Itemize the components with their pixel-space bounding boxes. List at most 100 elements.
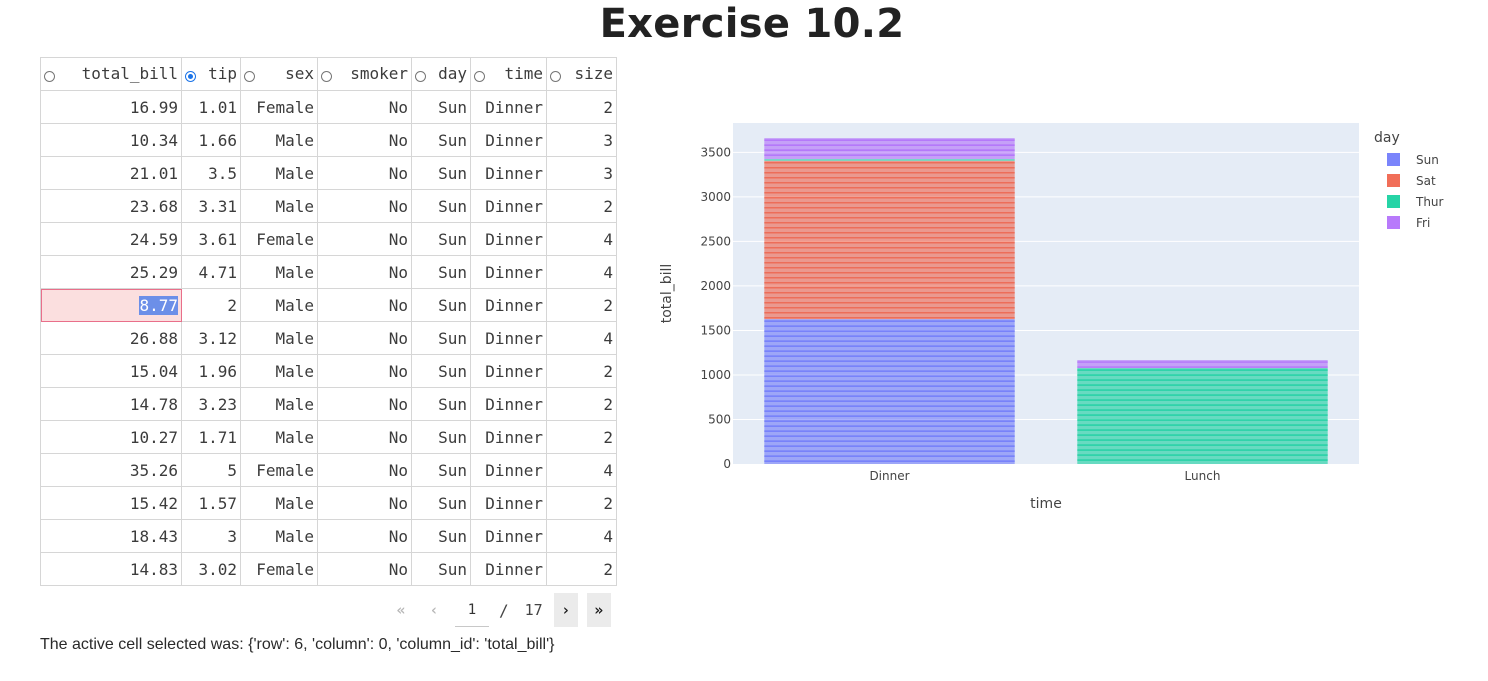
cell-size[interactable]: 3 [546, 123, 617, 157]
column-select-radio[interactable] [185, 70, 196, 82]
cell-tip[interactable]: 2 [181, 288, 241, 322]
cell-time[interactable]: Dinner [470, 255, 547, 289]
cell-time[interactable]: Dinner [470, 123, 547, 157]
cell-smoker[interactable]: No [317, 90, 412, 124]
cell-size[interactable]: 2 [546, 288, 617, 322]
cell-size[interactable]: 2 [546, 189, 617, 223]
cell-tip[interactable]: 1.57 [181, 486, 241, 520]
cell-smoker[interactable]: No [317, 321, 412, 355]
column-select-radio[interactable] [550, 70, 561, 82]
cell-total-bill[interactable]: 14.83 [40, 552, 182, 586]
cell-day[interactable]: Sun [411, 354, 471, 388]
cell-sex[interactable]: Male [240, 354, 318, 388]
cell-time[interactable]: Dinner [470, 288, 547, 322]
cell-size[interactable]: 2 [546, 420, 617, 454]
cell-time[interactable]: Dinner [470, 420, 547, 454]
cell-total-bill[interactable]: 24.59 [40, 222, 182, 256]
cell-size[interactable]: 2 [546, 387, 617, 421]
cell-total-bill[interactable]: 26.88 [40, 321, 182, 355]
bar-sat-dinner[interactable] [764, 160, 1015, 320]
cell-size[interactable]: 4 [546, 519, 617, 553]
cell-time[interactable]: Dinner [470, 189, 547, 223]
cell-smoker[interactable]: No [317, 519, 412, 553]
cell-size[interactable]: 4 [546, 222, 617, 256]
cell-time[interactable]: Dinner [470, 552, 547, 586]
legend-swatch[interactable] [1387, 174, 1400, 187]
cell-size[interactable]: 3 [546, 156, 617, 190]
cell-day[interactable]: Sun [411, 486, 471, 520]
cell-total-bill[interactable]: 23.68 [40, 189, 182, 223]
cell-smoker[interactable]: No [317, 453, 412, 487]
cell-day[interactable]: Sun [411, 453, 471, 487]
cell-size[interactable]: 2 [546, 552, 617, 586]
legend-item-sat[interactable]: Sat [1416, 174, 1436, 188]
cell-tip[interactable]: 4.71 [181, 255, 241, 289]
cell-time[interactable]: Dinner [470, 156, 547, 190]
previous-page-button[interactable]: ‹ [422, 593, 446, 627]
column-header-day[interactable]: day [411, 57, 471, 91]
legend-item-thur[interactable]: Thur [1415, 195, 1444, 209]
cell-day[interactable]: Sun [411, 222, 471, 256]
cell-total-bill[interactable]: 10.34 [40, 123, 182, 157]
cell-tip[interactable]: 5 [181, 453, 241, 487]
cell-time[interactable]: Dinner [470, 222, 547, 256]
cell-total-bill[interactable]: 10.27 [40, 420, 182, 454]
cell-day[interactable]: Sun [411, 519, 471, 553]
cell-size[interactable]: 2 [546, 90, 617, 124]
cell-time[interactable]: Dinner [470, 354, 547, 388]
last-page-button[interactable]: » [586, 593, 611, 627]
cell-size[interactable]: 4 [546, 255, 617, 289]
cell-tip[interactable]: 3.02 [181, 552, 241, 586]
cell-tip[interactable]: 1.66 [181, 123, 241, 157]
cell-sex[interactable]: Male [240, 255, 318, 289]
bar-thur-lunch[interactable] [1077, 368, 1328, 464]
column-select-radio[interactable] [44, 70, 55, 82]
cell-tip[interactable]: 3.12 [181, 321, 241, 355]
cell-sex[interactable]: Female [240, 453, 318, 487]
legend-swatch[interactable] [1387, 195, 1400, 208]
cell-tip[interactable]: 1.71 [181, 420, 241, 454]
cell-sex[interactable]: Male [240, 189, 318, 223]
cell-tip[interactable]: 3.31 [181, 189, 241, 223]
column-header-time[interactable]: time [470, 57, 547, 91]
cell-time[interactable]: Dinner [470, 321, 547, 355]
bar-fri-dinner[interactable] [764, 138, 1015, 160]
cell-smoker[interactable]: No [317, 387, 412, 421]
column-header-total-bill[interactable]: total_bill [40, 57, 182, 91]
first-page-button[interactable]: « [389, 593, 413, 627]
cell-size[interactable]: 4 [546, 453, 617, 487]
cell-total-bill[interactable]: 15.42 [40, 486, 182, 520]
cell-total-bill[interactable]: 14.78 [40, 387, 182, 421]
cell-tip[interactable]: 3.61 [181, 222, 241, 256]
cell-time[interactable]: Dinner [470, 453, 547, 487]
cell-sex[interactable]: Male [240, 321, 318, 355]
cell-sex[interactable]: Female [240, 222, 318, 256]
bar-thur-dinner[interactable] [764, 159, 1015, 161]
legend-item-fri[interactable]: Fri [1416, 216, 1430, 230]
cell-total-bill[interactable]: 8.77 [40, 288, 182, 322]
bar-fri-lunch[interactable] [1077, 360, 1328, 369]
cell-smoker[interactable]: No [317, 552, 412, 586]
cell-time[interactable]: Dinner [470, 519, 547, 553]
cell-day[interactable]: Sun [411, 387, 471, 421]
cell-sex[interactable]: Female [240, 552, 318, 586]
column-header-size[interactable]: size [546, 57, 617, 91]
cell-tip[interactable]: 3.5 [181, 156, 241, 190]
cell-smoker[interactable]: No [317, 123, 412, 157]
cell-day[interactable]: Sun [411, 255, 471, 289]
cell-smoker[interactable]: No [317, 420, 412, 454]
cell-day[interactable]: Sun [411, 189, 471, 223]
cell-total-bill[interactable]: 21.01 [40, 156, 182, 190]
legend-item-sun[interactable]: Sun [1416, 153, 1439, 167]
cell-time[interactable]: Dinner [470, 486, 547, 520]
cell-time[interactable]: Dinner [470, 90, 547, 124]
cell-sex[interactable]: Male [240, 519, 318, 553]
cell-sex[interactable]: Male [240, 387, 318, 421]
cell-size[interactable]: 2 [546, 354, 617, 388]
cell-day[interactable]: Sun [411, 90, 471, 124]
column-select-radio[interactable] [321, 70, 332, 82]
cell-total-bill[interactable]: 15.04 [40, 354, 182, 388]
cell-total-bill[interactable]: 35.26 [40, 453, 182, 487]
cell-smoker[interactable]: No [317, 189, 412, 223]
cell-sex[interactable]: Female [240, 90, 318, 124]
